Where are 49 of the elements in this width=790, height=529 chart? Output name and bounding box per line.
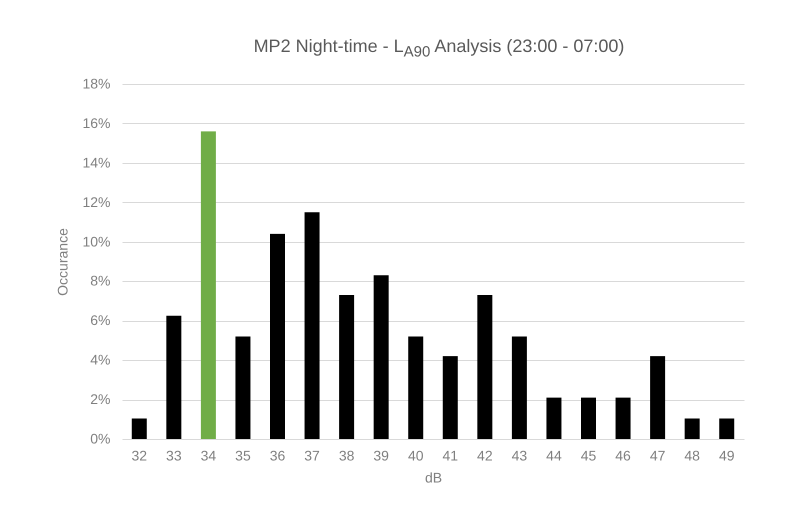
y-tick-label: 18% [82, 76, 110, 92]
bar [339, 295, 354, 439]
bar [374, 275, 389, 439]
x-tick-label: 38 [338, 448, 355, 464]
x-tick-label: 34 [200, 448, 216, 464]
y-tick-label: 4% [90, 352, 110, 368]
x-tick-label: 44 [546, 448, 562, 464]
bar [650, 356, 666, 439]
bar [719, 418, 734, 439]
x-tick-label: 46 [615, 448, 632, 464]
x-tick-label: 40 [408, 448, 424, 464]
x-tick-label: 42 [477, 448, 493, 464]
chart-title: MP2 Night-time - L$_{A90}$ Analysis (23:00 - 07:00) [252, 36, 626, 61]
bar [304, 212, 320, 439]
bar [477, 295, 492, 439]
x-tick-label: 45 [580, 448, 596, 464]
bar [408, 336, 424, 439]
x-tick-label: 41 [442, 448, 458, 464]
x-axis-title: dB [424, 470, 442, 486]
y-tick-label: 12% [82, 194, 110, 210]
bar [546, 398, 562, 439]
bar [235, 336, 250, 439]
y-tick-label: 0% [90, 430, 110, 446]
x-tick-label: 35 [235, 448, 251, 464]
x-tick-label: 33 [166, 448, 182, 464]
y-tick-label: 10% [82, 233, 110, 250]
x-tick-label: 47 [650, 448, 666, 464]
x-tick-label: 39 [373, 448, 390, 464]
x-tick-label: 36 [270, 448, 286, 464]
x-tick-label: 43 [512, 448, 528, 464]
bar [581, 398, 596, 439]
bar [684, 418, 700, 439]
y-tick-label: 6% [90, 312, 110, 328]
y-tick-label: 2% [90, 391, 110, 408]
bar [512, 336, 527, 439]
y-tick-label: 8% [90, 272, 110, 289]
bar [442, 356, 458, 439]
bar [270, 234, 285, 439]
y-tick-label: 16% [82, 114, 110, 131]
bar [132, 418, 147, 439]
bar [166, 316, 182, 439]
x-tick-label: 32 [131, 448, 148, 464]
y-axis-title: Occurance [54, 228, 70, 296]
bar [616, 398, 631, 439]
y-tick-label: 14% [82, 154, 110, 170]
bar [200, 131, 216, 439]
x-tick-label: 49 [718, 448, 735, 464]
x-tick-label: 48 [684, 448, 700, 464]
x-tick-label: 37 [304, 448, 320, 464]
